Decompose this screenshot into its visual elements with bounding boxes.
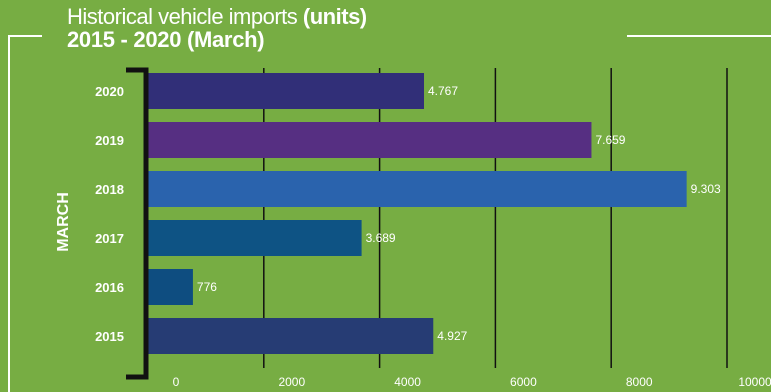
axis-group-label: MARCH — [55, 192, 72, 252]
bar-2020 — [148, 73, 425, 109]
category-label-2017: 2017 — [95, 231, 124, 246]
frame-left-line — [8, 35, 10, 392]
category-label-2020: 2020 — [95, 84, 124, 99]
data-label-2020: 4.767 — [428, 84, 458, 98]
bar-2018 — [148, 171, 687, 207]
tick-label-10000: 10000 — [738, 375, 771, 389]
bar-2015 — [148, 318, 434, 354]
data-label-2016: 776 — [197, 280, 217, 294]
data-label-2017: 3.689 — [366, 231, 396, 245]
category-label-2019: 2019 — [95, 133, 124, 148]
tick-label-4000: 4000 — [394, 375, 421, 389]
data-label-2019: 7.659 — [595, 133, 625, 147]
chart-title-block: Historical vehicle imports (units) 2015 … — [67, 6, 367, 51]
chart-title-unit: (units) — [302, 4, 367, 29]
tick-label-0: 0 — [173, 375, 180, 389]
bar-2016 — [148, 269, 193, 305]
chart-subtitle: 2015 - 2020 (March) — [67, 27, 265, 52]
tick-label-6000: 6000 — [510, 375, 537, 389]
frame-top-right-line — [627, 35, 771, 37]
data-label-2015: 4.927 — [437, 329, 467, 343]
category-label-2015: 2015 — [95, 329, 124, 344]
chart-title-prefix: Historical vehicle imports — [67, 4, 298, 29]
category-label-2018: 2018 — [95, 182, 124, 197]
frame-top-left-line — [8, 35, 42, 37]
tick-label-2000: 2000 — [278, 375, 305, 389]
axis-bracket — [126, 67, 149, 380]
chart-title: Historical vehicle imports (units) — [67, 6, 367, 28]
tick-label-8000: 8000 — [626, 375, 653, 389]
data-label-2018: 9.303 — [691, 182, 721, 196]
category-label-2016: 2016 — [95, 280, 124, 295]
bar-2019 — [148, 122, 592, 158]
bar-2017 — [148, 220, 362, 256]
